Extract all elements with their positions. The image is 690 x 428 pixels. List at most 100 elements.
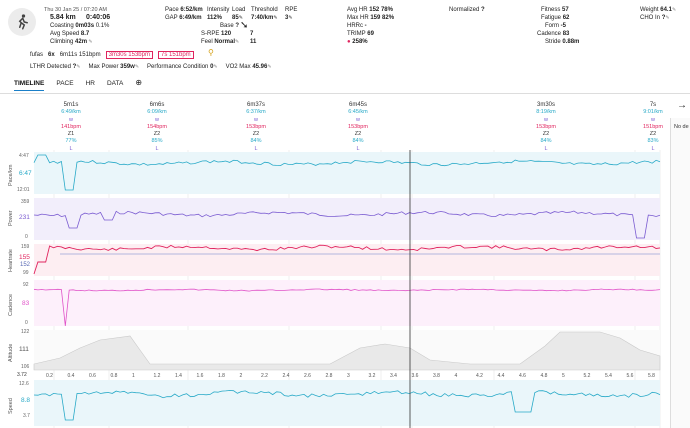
side-panel: No de xyxy=(670,118,690,428)
xaxis-tick-label: 2.2 xyxy=(261,373,268,379)
xaxis-tick-label: 5.6 xyxy=(627,373,634,379)
intervals-label[interactable]: fufas xyxy=(30,52,44,58)
edit-icon[interactable]: ✎ xyxy=(288,15,293,21)
lap-summary-1[interactable]: 5m1s 6:49/km w 141bpm Z1 77% L xyxy=(61,102,81,152)
search-icon[interactable]: ⚲ xyxy=(208,48,214,57)
interval-chip-3[interactable]: 7s 151bpm xyxy=(157,51,194,59)
tab-hr[interactable]: HR xyxy=(85,80,95,87)
speed-tick-bottom: 3.7 xyxy=(23,413,30,419)
pace-tick-bottom: 12:01 xyxy=(17,187,30,193)
activity-type-avatar[interactable] xyxy=(8,8,36,36)
load-label: Load xyxy=(232,7,246,13)
xaxis-tick-label: 5.2 xyxy=(584,373,591,379)
cho-in[interactable]: CHO In ?✎ xyxy=(640,15,670,21)
edit-icon[interactable]: ✎ xyxy=(87,39,93,45)
coasting: Coasting 0m03s 0.1% xyxy=(50,23,110,29)
power-track-bg xyxy=(34,198,660,240)
lap-summary-3[interactable]: 6m37s 6:37/km w 153bpm Z2 84% L xyxy=(246,102,266,152)
cadence-live-value: 83 xyxy=(22,300,30,307)
lap-summary-2[interactable]: 6m6s 6:09/km w 154bpm Z2 85% L xyxy=(147,102,167,152)
pace-live-value: 6:47 xyxy=(19,170,32,177)
xaxis-tick-label: 3.6 xyxy=(412,373,419,379)
speed-track-bg xyxy=(34,380,660,426)
activity-datetime[interactable]: Thu 30 Jan 25 / 07:20 AM xyxy=(44,7,107,13)
threshold-label: Threshold xyxy=(251,7,278,13)
altitude-area xyxy=(33,331,661,371)
cadence-track-label: Cadence xyxy=(8,293,14,316)
performance-condition: Performance Condition 0✎ xyxy=(147,64,218,70)
add-tab-icon[interactable]: ⊕ xyxy=(135,78,143,87)
rpe-value: 3✎ xyxy=(285,15,293,21)
interval-count: 6x xyxy=(48,52,55,58)
xaxis-tick-label: 0.2 xyxy=(46,373,53,379)
hr-line xyxy=(33,244,661,275)
altitude-live-value: 111 xyxy=(19,346,29,353)
xaxis-tick-label: 4 xyxy=(455,373,458,379)
interval-chip-2[interactable]: 3m30s 153bpm xyxy=(105,51,153,59)
threshold-value: 7:40/km✎ xyxy=(251,15,278,21)
lap-summary-5[interactable]: 3m30s 8:19/km w 153bpm Z2 84% L xyxy=(536,102,556,152)
xaxis-tick-label: 1.8 xyxy=(218,373,225,379)
weight[interactable]: Weight 64.1✎ xyxy=(640,7,677,13)
srpe-right-value: 7 xyxy=(250,31,254,37)
fatigue: Fatigue 62 xyxy=(541,15,570,21)
climbing: Climbing 42m ✎ xyxy=(50,39,93,45)
normalized: Normalized ? xyxy=(449,7,485,13)
speed-track-label: Speed xyxy=(8,398,14,414)
pace-tick-top: 4:47 xyxy=(19,153,29,159)
xaxis-tick-label: 2.4 xyxy=(283,373,290,379)
lap-summary-6[interactable]: 7s 9:01/km w 151bpm Z2 83% L xyxy=(643,102,663,152)
activity-duration: 0:40:06 xyxy=(86,14,111,21)
fitness: Fitness 57 xyxy=(541,7,569,13)
expand-arrow-icon[interactable]: → xyxy=(677,100,687,111)
pace-line xyxy=(33,154,661,191)
base: Base ? xyxy=(220,23,240,29)
cadence: Cadence 83 xyxy=(537,31,570,37)
decoupling: ● 258% xyxy=(347,39,368,45)
max-hr: Max HR 159 82% xyxy=(347,15,395,21)
avg-speed: Avg Speed 8.7 xyxy=(50,31,90,37)
metrics-row: LTHR Detected ?✎ Max Power 359w✎ Perform… xyxy=(30,64,272,70)
xaxis-tick-label: 3.4 xyxy=(390,373,397,379)
xaxis-tick-label: 3.2 xyxy=(369,373,376,379)
hr-live-value: 155 xyxy=(19,254,30,261)
tab-pace[interactable]: PACE xyxy=(56,80,74,87)
xaxis-tick-label: 2 xyxy=(240,373,243,379)
rpe-label: RPE xyxy=(285,7,298,13)
timeline-chart[interactable]: 0.2 0.4 0.6 0.8 1 1.2 1.4 1.6 1.8 2 2.2 2.4 2.6 2.8 3 3… xyxy=(0,150,670,428)
distance-axis: 0.2 0.4 0.6 0.8 1 1.2 1.4 1.6 1.8 2 2.2 2.4 2.6 2.8 3 3… xyxy=(46,373,655,379)
intensity-value: 112% xyxy=(207,15,223,21)
srpe: S-RPE 120 xyxy=(201,31,232,37)
decoupling-icon: ● xyxy=(347,39,351,45)
load-value: 85✎ xyxy=(232,15,243,21)
edit-icon[interactable]: ✎ xyxy=(273,15,278,21)
edit-icon[interactable]: ✎ xyxy=(238,15,243,21)
cadence-tick-top: 92 xyxy=(23,282,29,288)
feel-right-value: 11 xyxy=(250,39,257,45)
speed-tick-top: 12.6 xyxy=(19,381,29,387)
interval-chip-1[interactable]: 6m11s 151bpm xyxy=(59,52,101,58)
xaxis-tick-label: 4.8 xyxy=(541,373,548,379)
speed-line xyxy=(33,390,661,421)
max-power: Max Power 359w✎ xyxy=(88,64,140,70)
xaxis-tick-label: 5 xyxy=(562,373,565,379)
altitude-tick-top: 122 xyxy=(21,329,30,335)
hrrc: HRRc - xyxy=(347,23,367,29)
cadence-line xyxy=(33,288,661,327)
vo2-max: VO2 Max 45.96✎ xyxy=(225,64,272,70)
pace: Pace 6:52/km xyxy=(165,7,203,13)
xaxis-tick-label: 1.2 xyxy=(154,373,161,379)
tab-timeline[interactable]: TIMELINE xyxy=(14,80,45,91)
tab-data[interactable]: DATA xyxy=(106,80,124,87)
altitude-tick-bottom: 106 xyxy=(21,364,30,370)
hr-threshold-value: 152 xyxy=(20,262,31,268)
altitude-track-label: Altitude xyxy=(8,343,14,362)
feel[interactable]: Feel Normal✎ xyxy=(201,39,240,45)
runner-icon xyxy=(18,14,28,30)
lthr-detected: LTHR Detected ?✎ xyxy=(30,64,81,70)
power-line xyxy=(33,210,661,239)
gap: GAP 6:49/km xyxy=(165,15,202,21)
lap-summary-4[interactable]: 6m45s 6:45/km w 153bpm Z2 84% L xyxy=(348,102,368,152)
power-track-label: Power xyxy=(8,210,14,226)
xaxis-tick-label: 3.8 xyxy=(433,373,440,379)
